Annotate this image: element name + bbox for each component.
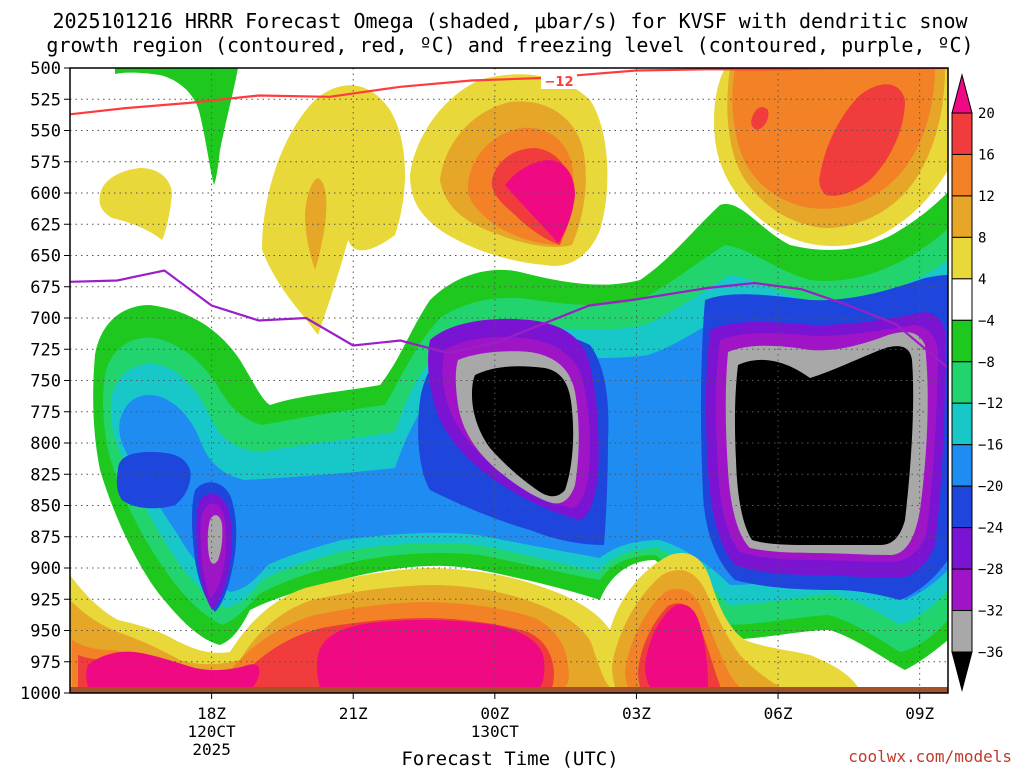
x-axis-label: Forecast Time (UTC) <box>401 748 618 768</box>
y-tick-label: 800 <box>30 434 61 454</box>
y-tick-label: 975 <box>30 653 61 673</box>
y-axis: 500 525 550 575 600 625 650 675 700 725 750 775 800 8… <box>20 59 70 704</box>
y-tick-label: 875 <box>30 528 61 548</box>
y-tick-label: 850 <box>30 497 61 517</box>
colorbar-bin <box>951 402 973 446</box>
omega-fill-black-core-mid <box>472 366 574 497</box>
colorbar-bin <box>951 361 973 404</box>
y-tick-label: 1000 <box>20 684 61 704</box>
x-tick-label: 21Z <box>339 704 368 723</box>
credit-text: coolwx.com/models <box>848 747 1012 766</box>
omega-fill-upper-mid-yellow <box>262 85 406 335</box>
ground-strip <box>70 687 948 693</box>
y-tick-label: 650 <box>30 247 61 267</box>
chart-title-line-1: 2025101216 HRRR Forecast Omega (shaded, … <box>52 9 968 33</box>
colorbar-label: 16 <box>978 147 995 163</box>
colorbar-label: −24 <box>978 521 1003 537</box>
colorbar-bin <box>951 527 973 570</box>
colorbar-label: −32 <box>978 604 1003 620</box>
y-tick-label: 750 <box>30 372 61 392</box>
y-tick-label: 775 <box>30 403 61 423</box>
y-tick-label: 550 <box>30 122 61 142</box>
colorbar-bin <box>951 485 973 529</box>
colorbar-bin <box>951 444 973 487</box>
dgz-contour-label-background <box>541 73 577 89</box>
omega-fill-top-green <box>115 68 238 185</box>
colorbar-bin <box>951 651 973 692</box>
x-tick-label: 2025 <box>192 740 231 759</box>
omega-fill-low-pink-right <box>645 604 708 687</box>
y-tick-label: 675 <box>30 278 61 298</box>
omega-fill-black-core-right <box>734 346 914 545</box>
colorbar-label: −16 <box>978 438 1003 454</box>
colorbar-bin <box>951 278 973 321</box>
colorbar: 20 16 12 8 4 −4 −8 −12 −16 −20 −24 −28 −32 −36 <box>951 73 1003 692</box>
freezing-level-contour <box>70 269 948 369</box>
grid-lines <box>70 68 948 693</box>
x-tick-label: 06Z <box>764 704 793 723</box>
y-tick-label: 950 <box>30 622 61 642</box>
x-tick-label: 03Z <box>622 704 651 723</box>
colorbar-label: −12 <box>978 396 1003 412</box>
x-tick-label: 00Z <box>480 704 509 723</box>
y-tick-label: 525 <box>30 90 61 110</box>
y-tick-label: 575 <box>30 153 61 173</box>
colorbar-label: −20 <box>978 479 1003 495</box>
omega-fill-upper-right-red <box>819 84 905 196</box>
omega-fill-upper-right-red-small <box>751 107 769 130</box>
x-tick-label: 09Z <box>905 704 934 723</box>
colorbar-bin <box>951 236 973 280</box>
colorbar-label: 20 <box>978 106 995 122</box>
dgz-contour-minus12 <box>70 68 948 116</box>
omega-fill-upper-mid-gold <box>305 178 327 270</box>
colorbar-label: 12 <box>978 189 995 205</box>
y-tick-label: 500 <box>30 59 61 79</box>
omega-fill-upper-core-pink <box>505 160 575 243</box>
colorbar-bin <box>951 610 973 653</box>
omega-fill-low-pink-left <box>86 651 260 687</box>
colorbar-bin <box>951 153 973 197</box>
omega-fill-upper-left-yellow <box>99 168 172 240</box>
dgz-contour-label: −12 <box>545 75 574 90</box>
omega-fill-dark-blue-left <box>116 452 191 509</box>
omega-fill-low-pink-mid <box>316 619 545 687</box>
omega-fill-gray-left <box>207 515 223 564</box>
colorbar-bin <box>951 73 973 114</box>
colorbar-bin <box>951 112 973 155</box>
omega-shading <box>70 68 948 693</box>
y-tick-label: 725 <box>30 340 61 360</box>
chart-title-line-2: growth region (contoured, red, ºC) and f… <box>46 33 973 57</box>
y-tick-label: 925 <box>30 590 61 610</box>
y-tick-label: 825 <box>30 465 61 485</box>
colorbar-label: 4 <box>978 272 986 288</box>
colorbar-label: −28 <box>978 562 1003 578</box>
contours <box>70 68 948 369</box>
x-tick-label: 130CT <box>471 722 520 741</box>
x-tick-label: 18Z <box>197 704 226 723</box>
colorbar-bin <box>951 195 973 238</box>
colorbar-label: −36 <box>978 645 1003 661</box>
colorbar-bin <box>951 568 973 612</box>
colorbar-label: 8 <box>978 230 986 246</box>
colorbar-label: −4 <box>978 313 995 329</box>
x-tick-label: 120CT <box>188 722 237 741</box>
y-tick-label: 600 <box>30 184 61 204</box>
y-tick-label: 700 <box>30 309 61 329</box>
y-tick-label: 625 <box>30 215 61 235</box>
y-tick-label: 900 <box>30 559 61 579</box>
colorbar-label: −8 <box>978 355 995 371</box>
colorbar-bin <box>951 319 973 363</box>
